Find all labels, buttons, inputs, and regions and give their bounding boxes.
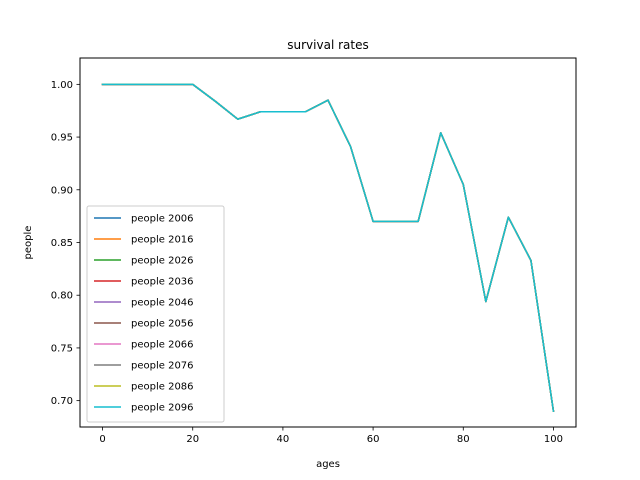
y-tick-label: 0.70 xyxy=(51,396,73,407)
legend-entry: people 2096 xyxy=(131,403,194,414)
x-tick-label: 80 xyxy=(457,434,470,445)
legend-box xyxy=(86,205,225,423)
x-tick-label: 20 xyxy=(186,434,199,445)
legend-entry: people 2006 xyxy=(131,214,194,225)
x-tick-label: 60 xyxy=(367,434,380,445)
chart-title: survival rates xyxy=(287,38,368,52)
y-tick-label: 0.90 xyxy=(51,185,73,196)
legend-entry: people 2076 xyxy=(131,361,194,372)
y-tick-label: 0.85 xyxy=(51,238,73,249)
series-line-9 xyxy=(101,83,555,413)
legend-entry: people 2026 xyxy=(131,256,194,267)
y-axis-ticks: 0.70 0.75 0.80 0.85 0.90 0.95 1.00 xyxy=(51,80,80,407)
legend-entry: people 2046 xyxy=(131,298,194,309)
legend: people 2006 people 2016 people 2026 people … xyxy=(86,205,225,423)
x-tick-label: 40 xyxy=(277,434,290,445)
legend-entry: people 2056 xyxy=(131,319,194,330)
legend-entry: people 2016 xyxy=(131,235,194,246)
x-tick-label: 0 xyxy=(99,434,105,445)
x-axis-label: ages xyxy=(316,459,340,470)
series-layer xyxy=(101,83,555,413)
x-axis-ticks: 0 20 40 60 80 100 xyxy=(99,427,563,445)
legend-entry: people 2036 xyxy=(131,277,194,288)
y-tick-label: 0.95 xyxy=(51,133,73,144)
legend-entry: people 2066 xyxy=(131,340,194,351)
x-tick-label: 100 xyxy=(544,434,563,445)
legend-entry: people 2086 xyxy=(131,382,194,393)
y-axis-label: people xyxy=(23,226,34,260)
y-tick-label: 1.00 xyxy=(51,80,73,91)
y-tick-label: 0.80 xyxy=(51,291,73,302)
y-tick-label: 0.75 xyxy=(51,343,73,354)
